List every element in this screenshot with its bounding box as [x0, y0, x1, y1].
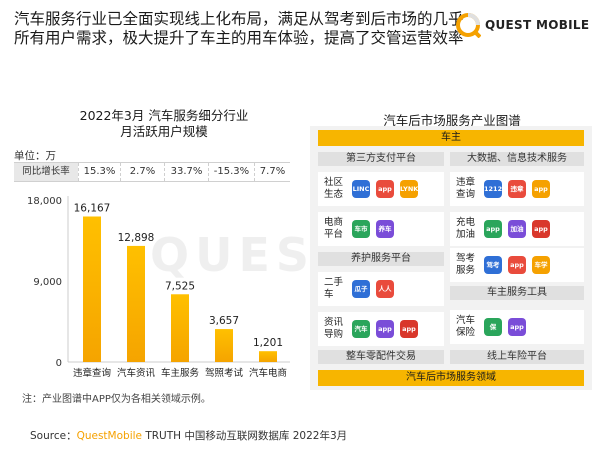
- unit-label: 单位：万: [14, 150, 56, 162]
- growth-rate-table: 同比增长率 15.3% 2.7% 33.7% -15.3% 7.7%: [14, 162, 290, 182]
- app-icon: 车市: [352, 220, 370, 238]
- app-icon: 汽车之家: [352, 320, 370, 338]
- y-tick-label: 18,000: [27, 196, 62, 207]
- bar-value-label: 3,657: [209, 315, 239, 327]
- growth-rate-cell: 15.3%: [78, 163, 120, 181]
- app-icon: app: [508, 256, 526, 274]
- app-icon: 人人车: [376, 280, 394, 298]
- right-category-card: 充电加油 app 加油 app: [450, 212, 584, 246]
- left-category-label: 电商平台: [324, 217, 344, 240]
- app-icon: app: [376, 180, 394, 198]
- app-icon: app: [508, 318, 526, 336]
- app-icon: 养车: [376, 220, 394, 238]
- source-line: Source：QuestMobile TRUTH 中国移动互联网数据库 2022…: [30, 428, 347, 443]
- bar: [171, 294, 189, 362]
- x-category-label: 汽车资讯: [117, 367, 156, 379]
- y-tick-label: 9,000: [33, 277, 62, 288]
- source-prefix: Source：: [30, 430, 77, 442]
- x-category-label: 汽车电商: [249, 367, 287, 379]
- growth-rate-cell: 7.7%: [254, 163, 290, 181]
- app-icon: app: [484, 220, 502, 238]
- x-category-label: 车主服务: [161, 367, 200, 379]
- chart-title-line2: 月活跃用户规模: [120, 124, 208, 139]
- bar-value-label: 7,525: [165, 280, 195, 292]
- app-icon: 驾考: [484, 256, 502, 274]
- left-category-card: 二手车瓜子人人车: [318, 272, 444, 306]
- app-icon: 加油: [508, 220, 526, 238]
- logo-text: QUEST MOBILE: [485, 18, 590, 32]
- app-icon: 车学堂: [532, 256, 550, 274]
- app-icon: app: [376, 320, 394, 338]
- right-category-label: 充电加油: [456, 217, 476, 240]
- bar: [215, 329, 233, 362]
- left-category-label: 社区生态: [324, 177, 344, 200]
- left-category-card: 电商平台 车市 养车: [318, 212, 444, 246]
- app-icon: LINC: [352, 180, 370, 198]
- source-brand: QuestMobile: [76, 430, 142, 442]
- right-column-header: 大数据、信息技术服务: [450, 152, 584, 166]
- owner-bar: 车主: [318, 130, 584, 146]
- bar: [83, 216, 101, 362]
- bar-value-label: 1,201: [253, 337, 283, 349]
- app-icon: 违章: [508, 180, 526, 198]
- left-column-header: 第三方支付平台: [318, 152, 444, 166]
- bar-value-label: 12,898: [118, 232, 155, 244]
- chart-note: 注：产业图谱中APP仅为各相关领域示例。: [22, 394, 211, 405]
- mau-bar-chart: 0 9,000 18,000 16,167 违章查询 12,898 汽车资讯 7,525 车主服…: [27, 196, 290, 379]
- chart-title: 2022年3月 汽车服务细分行业 月活跃用户规模: [14, 108, 314, 140]
- app-icon: 瓜子: [352, 280, 370, 298]
- y-tick-label: 0: [56, 358, 62, 369]
- quest-mobile-logo: QUEST MOBILE: [455, 10, 595, 42]
- right-category-label: 驾考服务: [456, 253, 476, 276]
- chart-title-line1: 2022年3月 汽车服务细分行业: [79, 108, 249, 123]
- left-mid-bar: 养护服务平台: [318, 252, 444, 266]
- app-icon: app: [400, 320, 418, 338]
- right-category-card: 违章查询 12123 违章 app: [450, 172, 584, 206]
- left-category-label: 资讯导购: [324, 317, 344, 340]
- growth-rate-header: 同比增长率: [14, 163, 78, 181]
- growth-rate-cell: 2.7%: [120, 163, 164, 181]
- aftermarket-footer-bar: 汽车后市场服务领域: [318, 370, 584, 386]
- right-category-card: 汽车保险保 app: [450, 310, 584, 344]
- industry-map-panel: 车主 第三方支付平台 大数据、信息技术服务 社区生态 LINC app LYNK 电商平…: [310, 126, 592, 390]
- source-rest: TRUTH 中国移动互联网数据库 2022年3月: [142, 430, 348, 442]
- bar-value-label: 16,167: [74, 202, 111, 214]
- left-category-label: 二手车: [324, 277, 344, 300]
- left-bottom-bar: 整车零配件交易: [318, 350, 444, 364]
- right-category-label: 违章查询: [456, 177, 476, 200]
- growth-rate-cell: -15.3%: [208, 163, 254, 181]
- right-mid-bar: 车主服务工具: [450, 286, 584, 300]
- page-headline: 汽车服务行业已全面实现线上化布局，满足从驾考到后市场的几乎所有用户需求，极大提升…: [14, 10, 464, 47]
- x-category-label: 违章查询: [73, 367, 111, 379]
- bar: [259, 351, 277, 362]
- right-category-label: 汽车保险: [456, 315, 476, 338]
- quest-mobile-logo-icon: [456, 13, 481, 38]
- left-category-card: 社区生态 LINC app LYNK: [318, 172, 444, 206]
- x-category-label: 驾照考试: [205, 367, 244, 379]
- app-icon: app: [532, 180, 550, 198]
- app-icon: LYNK: [400, 180, 418, 198]
- app-icon: app: [532, 220, 550, 238]
- app-icon: 12123: [484, 180, 502, 198]
- growth-rate-cell: 33.7%: [164, 163, 208, 181]
- bar: [127, 245, 145, 362]
- industry-map-title: 汽车后市场服务产业图谱: [383, 113, 521, 128]
- app-icon: 保: [484, 318, 502, 336]
- right-bottom-bar: 线上车险平台: [450, 350, 584, 364]
